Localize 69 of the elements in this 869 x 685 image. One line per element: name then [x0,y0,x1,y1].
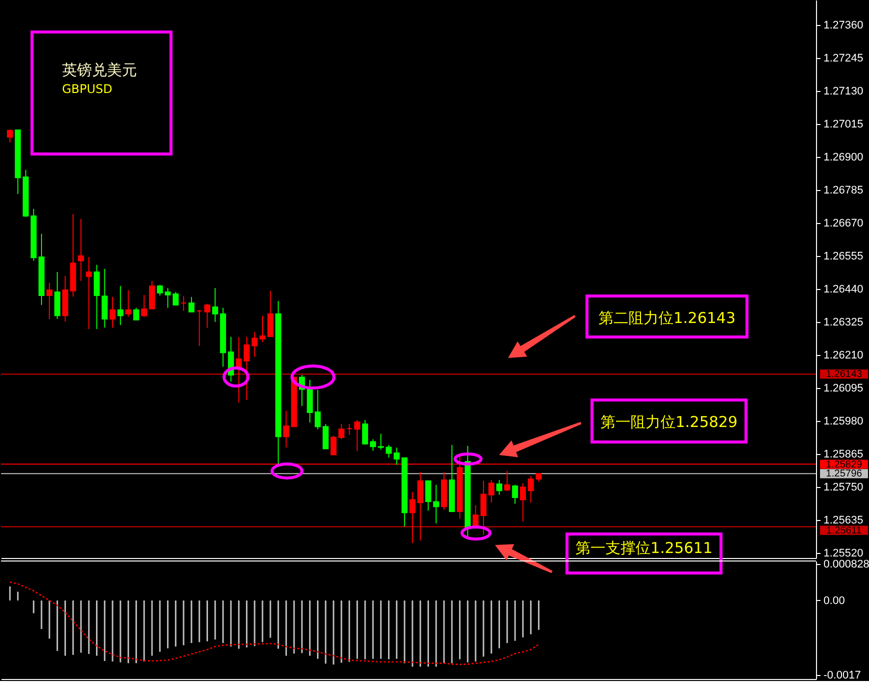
y-tick-label: 1.26555 [824,250,864,262]
annotation: 第一阻力位1.25829 [600,413,738,431]
candlestick [46,282,52,320]
y-tick-label: 1.26095 [824,382,864,394]
candlestick [196,309,202,346]
annotation: 第一支撑位1.25611 [575,539,713,557]
candlestick [338,424,344,440]
y-tick-label: -0.0017 [824,670,861,682]
candlestick [259,315,266,342]
candlestick [125,290,132,318]
text: GBPUSD [62,82,112,96]
candlestick [133,307,140,320]
y-tick-label: 1.26900 [824,151,864,164]
candlestick [322,424,329,450]
y-tick-label: 1.27245 [824,52,864,64]
candlestick [6,128,13,144]
candlestick [370,438,376,452]
candlestick [330,435,337,456]
y-tick-label: 1.26325 [824,316,864,328]
y-tick-label: 1.25980 [824,415,864,428]
ref-line-label: 1.25829 [826,459,863,470]
line-series [9,581,540,666]
y-tick-label: 0.00 [824,594,845,607]
y-tick-label: 1.25750 [824,481,864,494]
y-tick-label: 1.25635 [824,514,864,526]
candlestick [180,296,187,312]
candlestick [267,290,274,338]
candlestick [252,331,258,358]
candlestick [488,479,494,504]
y-tick-label: 1.25865 [824,448,864,460]
candlestick [480,480,486,536]
candlestick [512,484,518,504]
y-tick-label: 1.27015 [824,118,864,130]
candlestick [362,420,368,446]
candlestick [417,471,424,541]
candlestick [433,484,440,524]
y-tick-label: 1.27130 [824,85,864,98]
candlestick [188,296,194,312]
candlestick [354,420,360,452]
y-tick-label: 1.26785 [824,184,864,196]
ref-line-label: 1.25611 [826,525,862,536]
candlestick [283,410,290,448]
ref-line-label: 1.25796 [826,468,863,480]
candlestick [54,271,60,320]
candlestick [204,303,210,328]
candlestick [141,294,148,318]
y-tick-label: 0.000828 [824,558,869,571]
annotation: 第二阻力位1.26143 [598,309,736,327]
candlestick [212,288,218,322]
candlestick [520,482,526,522]
y-tick-label: 1.26210 [824,349,864,362]
text: 英镑兑美元 [62,61,137,79]
candlestick [86,256,92,330]
candlestick [156,284,163,296]
y-tick-label: 1.26440 [824,283,864,296]
candlestick [149,280,156,310]
y-tick-label: 1.26670 [824,217,864,230]
candlestick [425,480,432,512]
candlestick [346,424,352,436]
candlestick [110,296,116,328]
candlestick [117,286,124,326]
y-tick-label: 1.27360 [824,19,864,32]
candlestick [78,218,84,282]
candlestick [409,492,416,544]
candlestick [504,470,510,492]
candlestick [496,479,502,496]
ref-line-label: 1.26143 [826,369,863,380]
y-tick-label: 1.25520 [824,547,864,560]
candlestick [378,433,384,450]
